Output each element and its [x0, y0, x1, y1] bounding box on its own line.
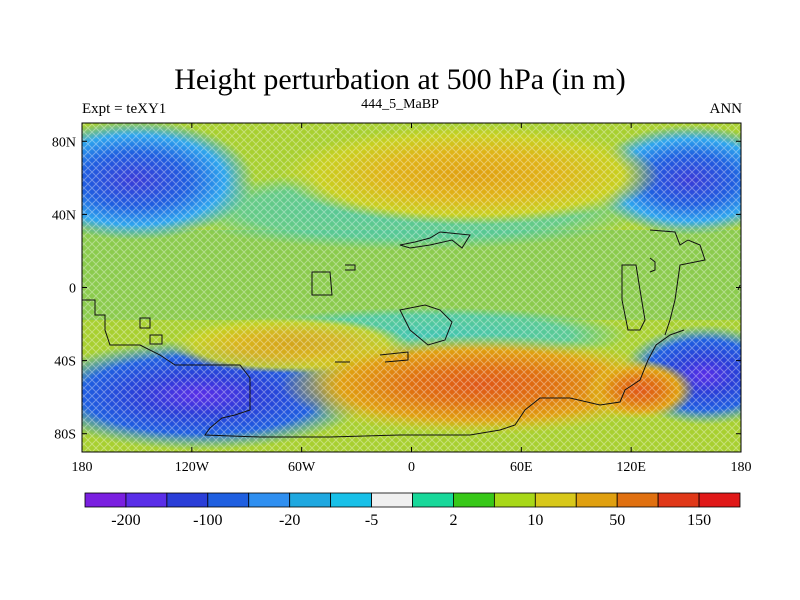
case-label: 444_5_MaBP — [361, 97, 439, 112]
x-tick-label: 120E — [616, 460, 646, 475]
y-tick-label: 80S — [54, 428, 76, 443]
colorbar-label: 150 — [687, 512, 711, 529]
x-tick-label: 0 — [408, 460, 415, 475]
colorbar-label: -20 — [279, 512, 300, 529]
colorbar-swatch — [534, 492, 577, 508]
season-label: ANN — [709, 101, 743, 117]
experiment-label: Expt = teXY1 — [82, 101, 167, 117]
x-tick-label: 120W — [175, 460, 210, 475]
x-tick-label: 60W — [288, 460, 316, 475]
colorbar-swatch — [248, 492, 291, 508]
colorbar: -200 -100 -20 -5 2 10 50 150 — [84, 492, 741, 529]
colorbar-label: -5 — [365, 512, 378, 529]
y-tick-label: 80N — [52, 135, 76, 150]
plot-title: Height perturbation at 500 hPa (in m) — [174, 63, 626, 96]
y-tick-label: 0 — [69, 282, 76, 297]
colorbar-swatch — [166, 492, 209, 508]
colorbar-swatch — [616, 492, 659, 508]
colorbar-swatch — [289, 492, 332, 508]
x-tick-label: 180 — [72, 460, 93, 475]
colorbar-swatch — [84, 492, 127, 508]
y-tick-label: 40N — [52, 208, 76, 223]
colorbar-swatch — [698, 492, 741, 508]
colorbar-label: -200 — [111, 512, 140, 529]
x-tick-label: 180 — [731, 460, 752, 475]
colorbar-swatch — [575, 492, 618, 508]
colorbar-swatch — [125, 492, 168, 508]
colorbar-swatch — [330, 492, 372, 508]
colorbar-swatch — [207, 492, 250, 508]
x-axis: 180 120W 60W 0 60E 120E 180 — [72, 123, 752, 475]
colorbar-label: 2 — [449, 512, 457, 529]
colorbar-swatch — [657, 492, 700, 508]
coastlines — [82, 229, 741, 438]
colorbar-swatch — [412, 492, 454, 508]
heatmap-field — [82, 123, 741, 452]
colorbar-label: -100 — [193, 512, 222, 529]
colorbar-swatch — [453, 492, 495, 508]
colorbar-swatch — [493, 492, 536, 508]
y-axis: 80N 40N 0 40S 80S — [52, 135, 741, 443]
x-tick-label: 60E — [510, 460, 533, 475]
colorbar-swatch — [371, 492, 413, 508]
colorbar-label: 10 — [527, 512, 543, 529]
y-tick-label: 40S — [54, 355, 76, 370]
colorbar-label: 50 — [609, 512, 625, 529]
